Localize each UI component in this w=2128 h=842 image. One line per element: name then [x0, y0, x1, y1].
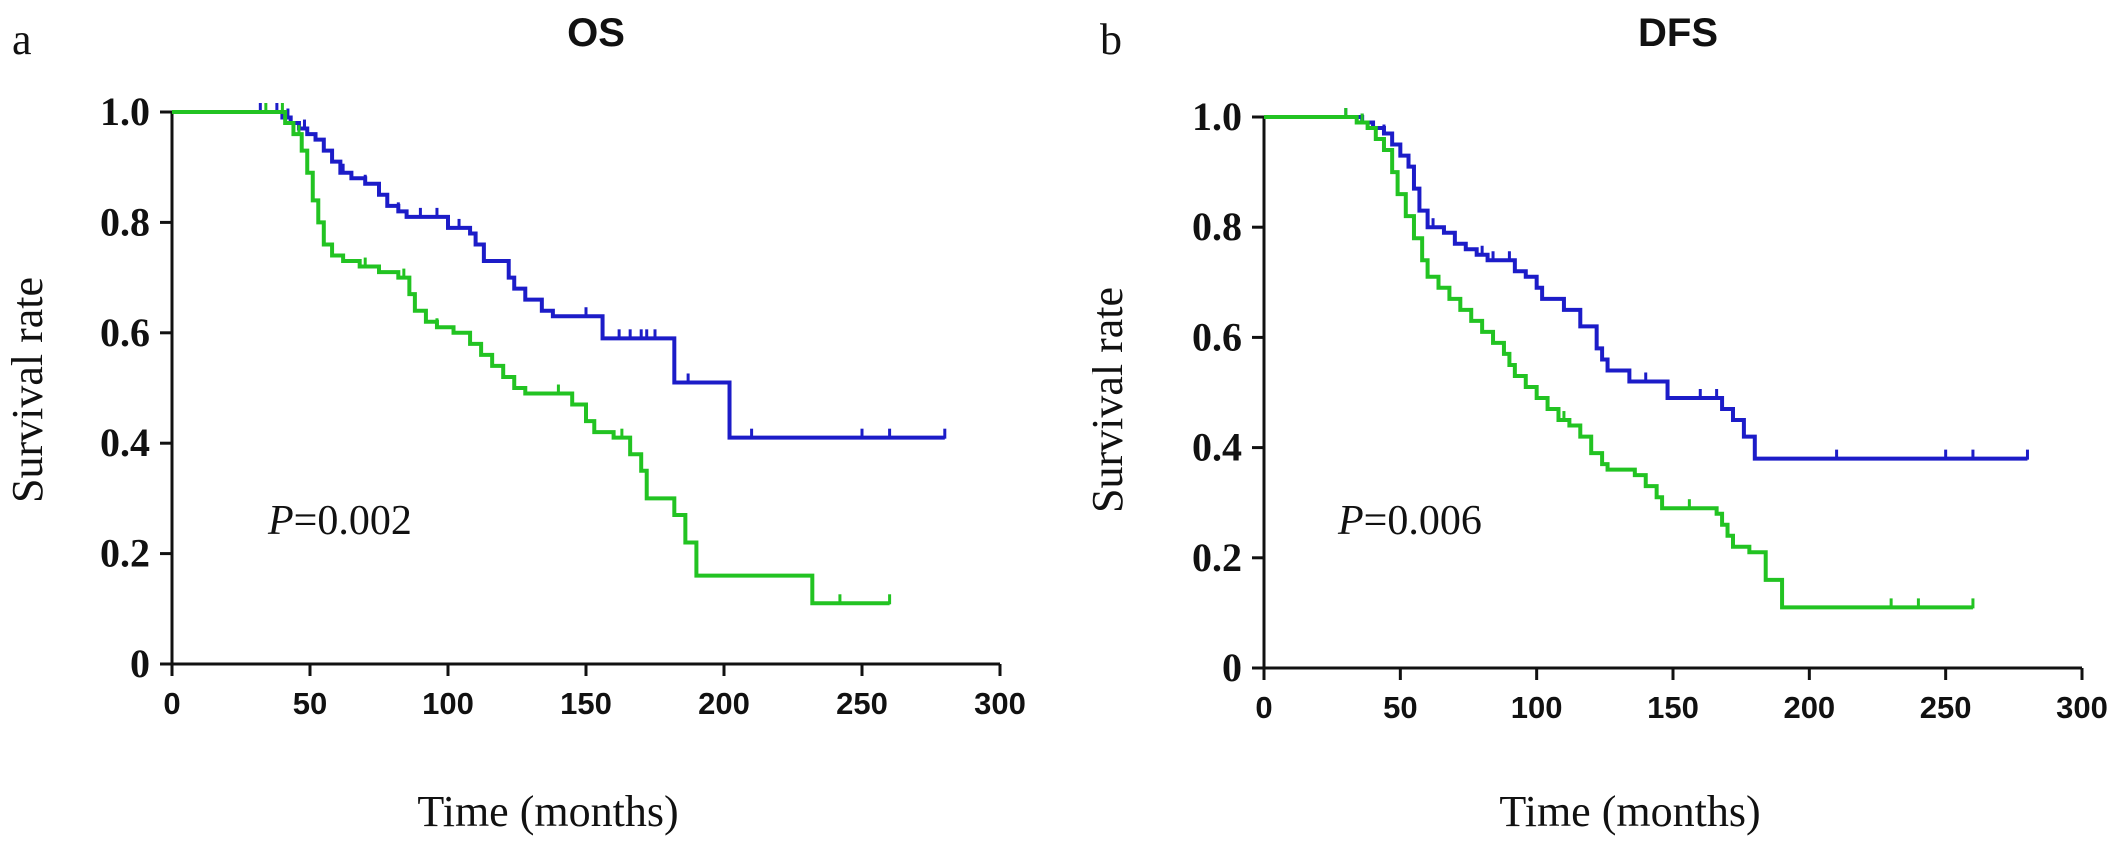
y-tick-label: 1.0 — [100, 89, 150, 134]
x-axis-label: Time (months) — [417, 787, 678, 836]
x-tick-label: 150 — [560, 686, 612, 721]
dfs-chart-panel: b DFS Survival rate Time (months) P=0.00… — [1092, 0, 2128, 842]
plot-area: 0 0.2 0.4 0.6 0.8 1.0 0 50 100 150 200 250 300 — [100, 89, 1026, 721]
y-tick-label: 0 — [130, 641, 150, 686]
series-2-curve — [172, 110, 890, 606]
x-tick-label: 300 — [974, 686, 1026, 721]
x-axis-label: Time (months) — [1499, 787, 1760, 836]
y-tick-label: 0.6 — [1192, 314, 1242, 359]
y-axis-label: Survival rate — [3, 277, 52, 503]
os-survival-chart: a OS Survival rate Time (months) P=0.002… — [3, 11, 1026, 836]
x-tick-label: 0 — [1255, 690, 1272, 725]
p-value-symbol: P — [267, 498, 294, 544]
p-value: =0.006 — [1364, 498, 1482, 544]
p-value-symbol: P — [1337, 498, 1364, 544]
chart-title: DFS — [1638, 11, 1718, 55]
y-tick-label: 0.2 — [100, 531, 150, 576]
panel-label: a — [12, 15, 32, 64]
panel-label: b — [1100, 15, 1122, 64]
series-1-curve — [1264, 115, 2028, 461]
x-tick-label: 150 — [1647, 690, 1699, 725]
os-chart-panel: a OS Survival rate Time (months) P=0.002… — [3, 11, 1026, 836]
y-tick-label: 0.8 — [1192, 204, 1242, 249]
y-tick-label: 0.2 — [1192, 535, 1242, 580]
series-2-curve — [1264, 115, 1973, 610]
y-tick-label: 0.6 — [100, 310, 150, 355]
x-tick-label: 100 — [422, 686, 474, 721]
x-tick-label: 250 — [1920, 690, 1972, 725]
dfs-survival-chart: b DFS Survival rate Time (months) P=0.00… — [1092, 11, 2108, 836]
p-value: =0.002 — [294, 498, 412, 544]
x-tick-label: 200 — [698, 686, 750, 721]
x-tick-label: 100 — [1511, 690, 1563, 725]
y-tick-label: 0 — [1222, 645, 1242, 690]
x-tick-label: 300 — [2056, 690, 2108, 725]
y-tick-label: 0.4 — [100, 420, 150, 465]
plot-area: 0 0.2 0.4 0.6 0.8 1.0 0 50 100 150 200 250 300 — [1192, 94, 2108, 725]
x-tick-label: 250 — [836, 686, 888, 721]
y-tick-label: 0.4 — [1192, 425, 1242, 470]
p-value-annotation: P=0.002 — [267, 498, 412, 544]
y-tick-label: 1.0 — [1192, 94, 1242, 139]
x-tick-label: 200 — [1783, 690, 1835, 725]
y-axis-label: Survival rate — [1092, 287, 1132, 513]
x-tick-label: 50 — [1383, 690, 1417, 725]
y-tick-label: 0.8 — [100, 199, 150, 244]
chart-title: OS — [567, 11, 625, 55]
x-tick-label: 0 — [163, 686, 180, 721]
p-value-annotation: P=0.006 — [1337, 498, 1482, 544]
x-tick-label: 50 — [293, 686, 327, 721]
